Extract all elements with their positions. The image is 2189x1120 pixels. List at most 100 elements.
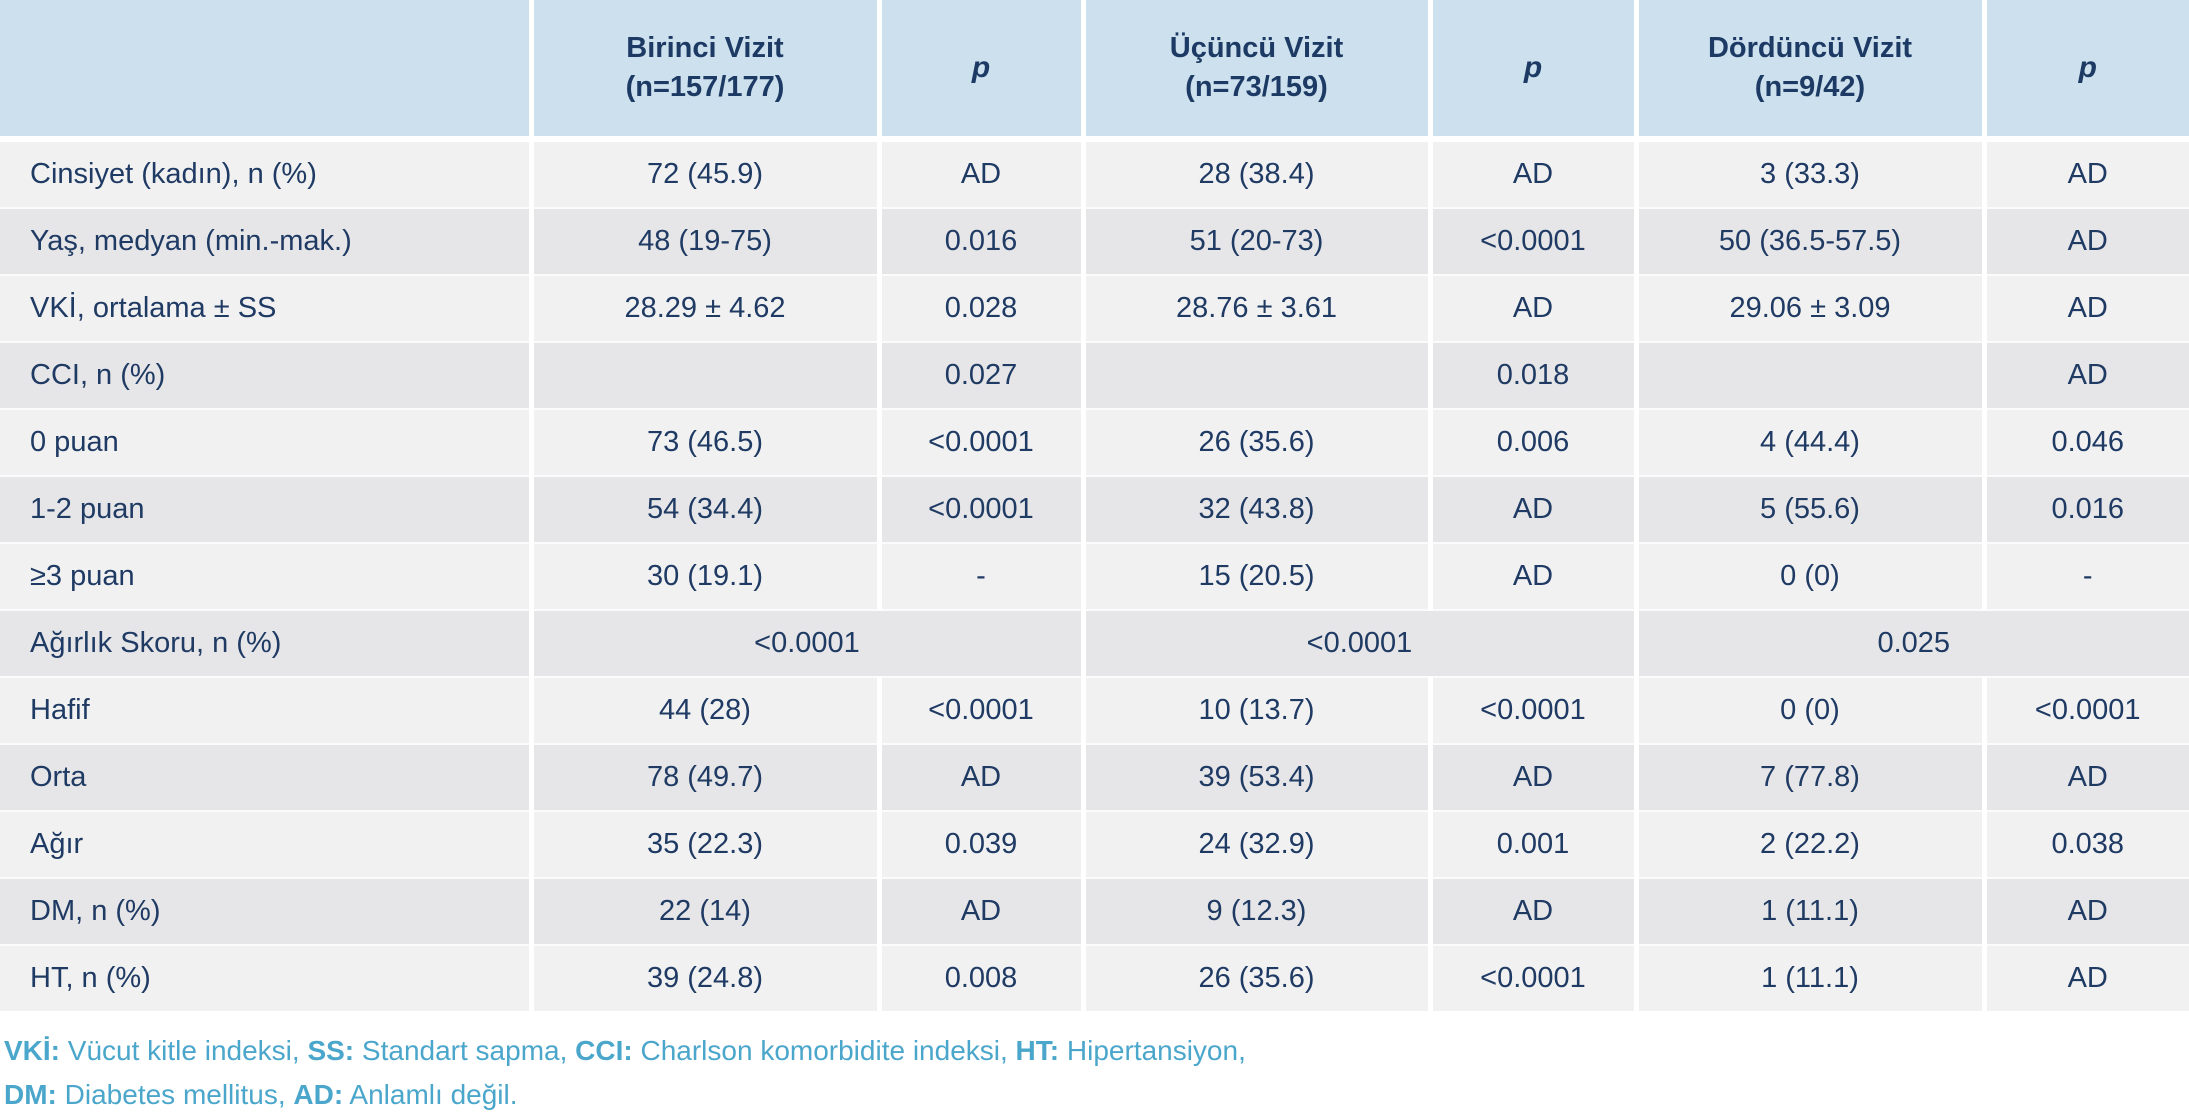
- p-value-cell: AD: [1981, 877, 2189, 945]
- p-value-cell: AD: [1427, 274, 1636, 342]
- p-value-cell: 0.006: [1427, 408, 1636, 476]
- table-row: Orta 78 (49.7) AD 39 (53.4) AD 7 (77.8) …: [0, 743, 2189, 811]
- table-row: ≥3 puan 30 (19.1) - 15 (20.5) AD 0 (0) -: [0, 542, 2189, 610]
- column-header-p1: p: [876, 0, 1083, 142]
- p-label: p: [1523, 50, 1543, 84]
- row-label: VKİ, ortalama ± SS: [0, 274, 531, 342]
- table-row: Hafif 44 (28) <0.0001 10 (13.7) <0.0001 …: [0, 676, 2189, 744]
- p-value-cell: AD: [876, 743, 1083, 811]
- value-cell: 7 (77.8): [1633, 743, 1984, 811]
- table-body: Cinsiyet (kadın), n (%) 72 (45.9) AD 28 …: [0, 139, 2189, 1011]
- value-cell: 54 (34.4): [528, 475, 879, 543]
- table-row: VKİ, ortalama ± SS 28.29 ± 4.62 0.028 28…: [0, 274, 2189, 342]
- p-value-cell: AD: [1981, 139, 2189, 208]
- value-cell: 4 (44.4): [1633, 408, 1984, 476]
- value-cell: [1080, 341, 1430, 409]
- table-row: DM, n (%) 22 (14) AD 9 (12.3) AD 1 (11.1…: [0, 877, 2189, 945]
- p-value-cell: 0.027: [876, 341, 1083, 409]
- table-row: 0 puan 73 (46.5) <0.0001 26 (35.6) 0.006…: [0, 408, 2189, 476]
- value-cell: 1 (11.1): [1633, 877, 1984, 945]
- table-row-merged: Ağırlık Skoru, n (%) <0.0001 <0.0001 0.0…: [0, 609, 2189, 677]
- value-cell: 26 (35.6): [1080, 408, 1430, 476]
- p-value-cell: <0.0001: [1427, 676, 1636, 744]
- footnote-text: Hipertansiyon,: [1059, 1035, 1246, 1066]
- column-header-p2: p: [1427, 0, 1636, 142]
- column-header-empty: [0, 0, 531, 142]
- p-value-cell: AD: [1981, 341, 2189, 409]
- footnote-text: Charlson komorbidite indeksi,: [632, 1035, 1016, 1066]
- p-value-cell: 0.016: [1981, 475, 2189, 543]
- footnote-text: Anlamlı değil.: [343, 1079, 518, 1110]
- p-value-cell: AD: [1427, 877, 1636, 945]
- p-label: p: [2078, 50, 2097, 84]
- row-label: Ağırlık Skoru, n (%): [0, 609, 531, 677]
- p-value-cell: AD: [1981, 743, 2189, 811]
- column-subtitle: (n=9/42): [1754, 71, 1866, 103]
- footnote-abbr: SS:: [307, 1035, 355, 1066]
- p-value-cell: AD: [1427, 475, 1636, 543]
- p-value-cell: -: [1981, 542, 2189, 610]
- value-cell: 22 (14): [528, 877, 879, 945]
- table-row: Yaş, medyan (min.-mak.) 48 (19-75) 0.016…: [0, 207, 2189, 275]
- p-value-cell: <0.0001: [1981, 676, 2189, 744]
- value-cell: 73 (46.5): [528, 408, 879, 476]
- p-value-cell: 0.001: [1427, 810, 1636, 878]
- value-cell: 0 (0): [1633, 542, 1984, 610]
- footnote-text: Diabetes mellitus,: [56, 1079, 294, 1110]
- table-row: Ağır 35 (22.3) 0.039 24 (32.9) 0.001 2 (…: [0, 810, 2189, 878]
- value-cell: 24 (32.9): [1080, 810, 1430, 878]
- value-cell: 15 (20.5): [1080, 542, 1430, 610]
- value-cell: 29.06 ± 3.09: [1633, 274, 1984, 342]
- p-value-cell: AD: [876, 139, 1083, 208]
- footnote-text: Standart sapma,: [354, 1035, 576, 1066]
- value-cell: 51 (20-73): [1080, 207, 1430, 275]
- row-label: DM, n (%): [0, 877, 531, 945]
- footnote: VKİ: Vücut kitle indeksi, SS: Standart s…: [4, 1029, 2189, 1117]
- row-label: Hafif: [0, 676, 531, 744]
- p-value-cell: AD: [1427, 139, 1636, 208]
- statistics-table: Birinci Vizit (n=157/177) p Üçüncü Vizit…: [0, 0, 2189, 1011]
- p-value-cell: <0.0001: [876, 408, 1083, 476]
- footnote-line-1: VKİ: Vücut kitle indeksi, SS: Standart s…: [4, 1029, 2189, 1073]
- value-cell: 50 (36.5-57.5): [1633, 207, 1984, 275]
- p-label: p: [971, 50, 991, 84]
- row-label: 0 puan: [0, 408, 531, 476]
- value-cell: 32 (43.8): [1080, 475, 1430, 543]
- value-cell: 2 (22.2): [1633, 810, 1984, 878]
- p-value-cell: AD: [1981, 944, 2189, 1011]
- p-value-cell: <0.0001: [1427, 207, 1636, 275]
- row-label: 1-2 puan: [0, 475, 531, 543]
- merged-p-value-cell: <0.0001: [528, 609, 1083, 677]
- value-cell: 28.29 ± 4.62: [528, 274, 879, 342]
- header-row: Birinci Vizit (n=157/177) p Üçüncü Vizit…: [0, 0, 2189, 142]
- p-value-cell: AD: [1427, 542, 1636, 610]
- value-cell: 28 (38.4): [1080, 139, 1430, 208]
- value-cell: 26 (35.6): [1080, 944, 1430, 1011]
- column-title: Birinci Vizit: [626, 31, 784, 64]
- value-cell: 35 (22.3): [528, 810, 879, 878]
- p-value-cell: 0.028: [876, 274, 1083, 342]
- row-label: ≥3 puan: [0, 542, 531, 610]
- p-value-cell: AD: [1427, 743, 1636, 811]
- row-label: Yaş, medyan (min.-mak.): [0, 207, 531, 275]
- p-value-cell: AD: [876, 877, 1083, 945]
- merged-p-value-cell: 0.025: [1633, 609, 2189, 677]
- row-label: CCI, n (%): [0, 341, 531, 409]
- value-cell: 10 (13.7): [1080, 676, 1430, 744]
- p-value-cell: <0.0001: [1427, 944, 1636, 1011]
- value-cell: [1633, 341, 1984, 409]
- p-value-cell: <0.0001: [876, 475, 1083, 543]
- value-cell: 1 (11.1): [1633, 944, 1984, 1011]
- p-value-cell: 0.039: [876, 810, 1083, 878]
- value-cell: 39 (53.4): [1080, 743, 1430, 811]
- value-cell: 39 (24.8): [528, 944, 879, 1011]
- row-label: Orta: [0, 743, 531, 811]
- footnote-abbr: VKİ:: [4, 1035, 60, 1066]
- column-header-ucuncu-vizit: Üçüncü Vizit (n=73/159): [1080, 0, 1430, 142]
- p-value-cell: AD: [1981, 207, 2189, 275]
- p-value-cell: AD: [1981, 274, 2189, 342]
- value-cell: 9 (12.3): [1080, 877, 1430, 945]
- p-value-cell: 0.016: [876, 207, 1083, 275]
- p-value-cell: <0.0001: [876, 676, 1083, 744]
